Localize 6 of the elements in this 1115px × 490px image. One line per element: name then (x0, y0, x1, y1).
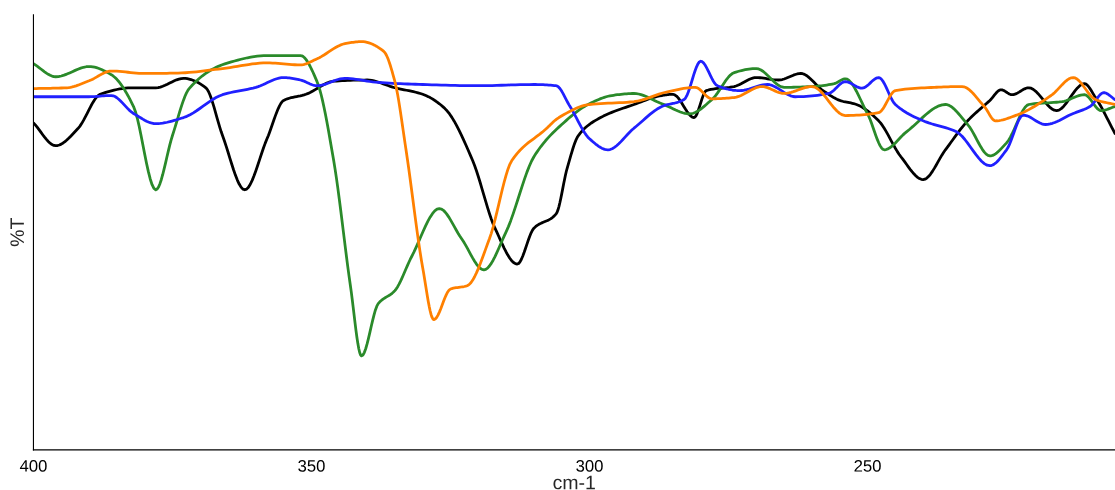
x-tick-label: 400 (19, 459, 47, 472)
x-tick-label: 300 (576, 459, 603, 472)
x-axis-title: cm-1 (553, 475, 595, 490)
y-axis-title: %T (10, 218, 24, 247)
x-tick-label: 350 (298, 459, 325, 472)
x-tick-label: 250 (854, 459, 881, 472)
